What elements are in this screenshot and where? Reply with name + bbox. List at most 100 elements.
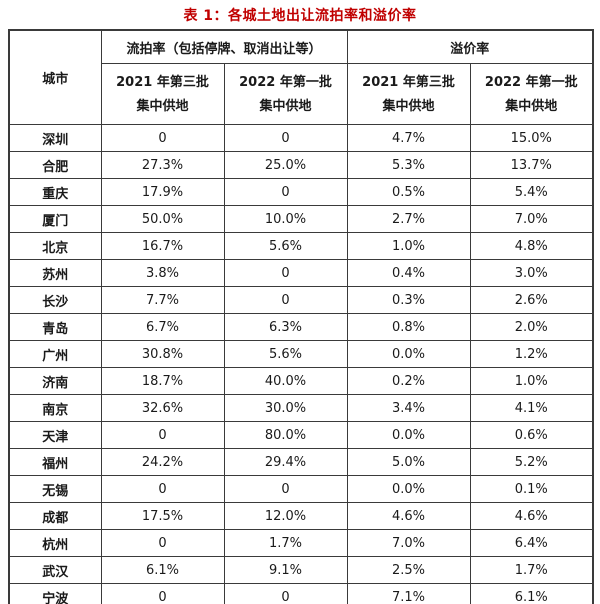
table-header: 城市 流拍率（包括停牌、取消出让等） 溢价率 2021 年第三批 集中供地 20… [8, 29, 594, 125]
value-cell: 32.6% [100, 394, 225, 422]
value-cell: 5.6% [223, 340, 348, 368]
value-cell: 5.2% [469, 448, 594, 476]
value-cell: 10.0% [223, 205, 348, 233]
table-row: 北京 16.7% 5.6% 1.0% 4.8% [8, 232, 594, 260]
table-row: 成都 17.5% 12.0% 4.6% 4.6% [8, 502, 594, 530]
city-cell: 天津 [8, 421, 102, 449]
value-cell: 1.0% [346, 232, 471, 260]
table-row: 合肥 27.3% 25.0% 5.3% 13.7% [8, 151, 594, 179]
value-cell: 0.6% [469, 421, 594, 449]
value-cell: 1.7% [223, 529, 348, 557]
table-row: 青岛 6.7% 6.3% 0.8% 2.0% [8, 313, 594, 341]
value-cell: 0 [223, 286, 348, 314]
city-cell: 福州 [8, 448, 102, 476]
value-cell: 27.3% [100, 151, 225, 179]
value-cell: 3.0% [469, 259, 594, 287]
value-cell: 30.0% [223, 394, 348, 422]
value-cell: 9.1% [223, 556, 348, 584]
header-premium-rate-group: 溢价率 [346, 29, 594, 64]
value-cell: 0 [223, 178, 348, 206]
subheader-line2: 集中供地 [136, 98, 189, 114]
city-cell: 厦门 [8, 205, 102, 233]
value-cell: 4.7% [346, 124, 471, 152]
value-cell: 0.4% [346, 259, 471, 287]
table-row: 南京 32.6% 30.0% 3.4% 4.1% [8, 394, 594, 422]
value-cell: 1.0% [469, 367, 594, 395]
value-cell: 5.6% [223, 232, 348, 260]
subheader-line2: 集中供地 [505, 98, 558, 114]
value-cell: 0.0% [346, 475, 471, 503]
table-row: 厦门 50.0% 10.0% 2.7% 7.0% [8, 205, 594, 233]
value-cell: 5.4% [469, 178, 594, 206]
value-cell: 0 [223, 259, 348, 287]
city-cell: 杭州 [8, 529, 102, 557]
table-row: 武汉 6.1% 9.1% 2.5% 1.7% [8, 556, 594, 584]
value-cell: 50.0% [100, 205, 225, 233]
value-cell: 6.1% [469, 583, 594, 604]
city-cell: 重庆 [8, 178, 102, 206]
city-cell: 武汉 [8, 556, 102, 584]
data-table: 城市 流拍率（包括停牌、取消出让等） 溢价率 2021 年第三批 集中供地 20… [8, 29, 595, 604]
table-row: 广州 30.8% 5.6% 0.0% 1.2% [8, 340, 594, 368]
value-cell: 0 [223, 583, 348, 604]
value-cell: 2.5% [346, 556, 471, 584]
value-cell: 2.0% [469, 313, 594, 341]
value-cell: 24.2% [100, 448, 225, 476]
header-row-batches: 2021 年第三批 集中供地 2022 年第一批 集中供地 2021 年第三批 … [9, 63, 594, 125]
header-row-group: 城市 流拍率（包括停牌、取消出让等） 溢价率 [8, 29, 594, 125]
city-cell: 南京 [8, 394, 102, 422]
city-cell: 广州 [8, 340, 102, 368]
value-cell: 29.4% [223, 448, 348, 476]
value-cell: 1.2% [469, 340, 594, 368]
subheader-line1: 2021 年第三批 [362, 74, 455, 90]
value-cell: 80.0% [223, 421, 348, 449]
table-row: 长沙 7.7% 0 0.3% 2.6% [8, 286, 594, 314]
value-cell: 2.6% [469, 286, 594, 314]
value-cell: 0.1% [469, 475, 594, 503]
city-cell: 合肥 [8, 151, 102, 179]
value-cell: 40.0% [223, 367, 348, 395]
subheader-line1: 2022 年第一批 [239, 74, 332, 90]
subheader-line2: 集中供地 [259, 98, 312, 114]
table-row: 重庆 17.9% 0 0.5% 5.4% [8, 178, 594, 206]
value-cell: 4.8% [469, 232, 594, 260]
value-cell: 3.4% [346, 394, 471, 422]
value-cell: 1.7% [469, 556, 594, 584]
value-cell: 2.7% [346, 205, 471, 233]
value-cell: 3.8% [100, 259, 225, 287]
value-cell: 0.2% [346, 367, 471, 395]
value-cell: 0 [223, 475, 348, 503]
subheader-line1: 2021 年第三批 [116, 74, 209, 90]
value-cell: 12.0% [223, 502, 348, 530]
value-cell: 7.7% [100, 286, 225, 314]
value-cell: 0.0% [346, 421, 471, 449]
subheader-failure-2021: 2021 年第三批 集中供地 [100, 63, 225, 125]
value-cell: 17.5% [100, 502, 225, 530]
subheader-premium-2021: 2021 年第三批 集中供地 [346, 63, 471, 125]
value-cell: 13.7% [469, 151, 594, 179]
value-cell: 0 [223, 124, 348, 152]
value-cell: 6.4% [469, 529, 594, 557]
city-cell: 青岛 [8, 313, 102, 341]
value-cell: 4.1% [469, 394, 594, 422]
value-cell: 0.3% [346, 286, 471, 314]
value-cell: 0 [100, 529, 225, 557]
table-body: 深圳 0 0 4.7% 15.0% 合肥 27.3% 25.0% 5.3% 13.7% 重庆 17.9… [8, 124, 594, 604]
value-cell: 5.0% [346, 448, 471, 476]
value-cell: 0.8% [346, 313, 471, 341]
table-row: 济南 18.7% 40.0% 0.2% 1.0% [8, 367, 594, 395]
table-row: 深圳 0 0 4.7% 15.0% [8, 124, 594, 152]
value-cell: 0 [100, 475, 225, 503]
header-city: 城市 [8, 29, 102, 125]
value-cell: 7.1% [346, 583, 471, 604]
subheader-premium-2022: 2022 年第一批 集中供地 [469, 63, 594, 125]
table-row: 苏州 3.8% 0 0.4% 3.0% [8, 259, 594, 287]
subheader-line2: 集中供地 [382, 98, 435, 114]
table-row: 无锡 0 0 0.0% 0.1% [8, 475, 594, 503]
table-row: 福州 24.2% 29.4% 5.0% 5.2% [8, 448, 594, 476]
value-cell: 4.6% [346, 502, 471, 530]
table-title: 表 1：各城土地出让流拍率和溢价率 [183, 8, 417, 24]
city-cell: 成都 [8, 502, 102, 530]
value-cell: 6.7% [100, 313, 225, 341]
